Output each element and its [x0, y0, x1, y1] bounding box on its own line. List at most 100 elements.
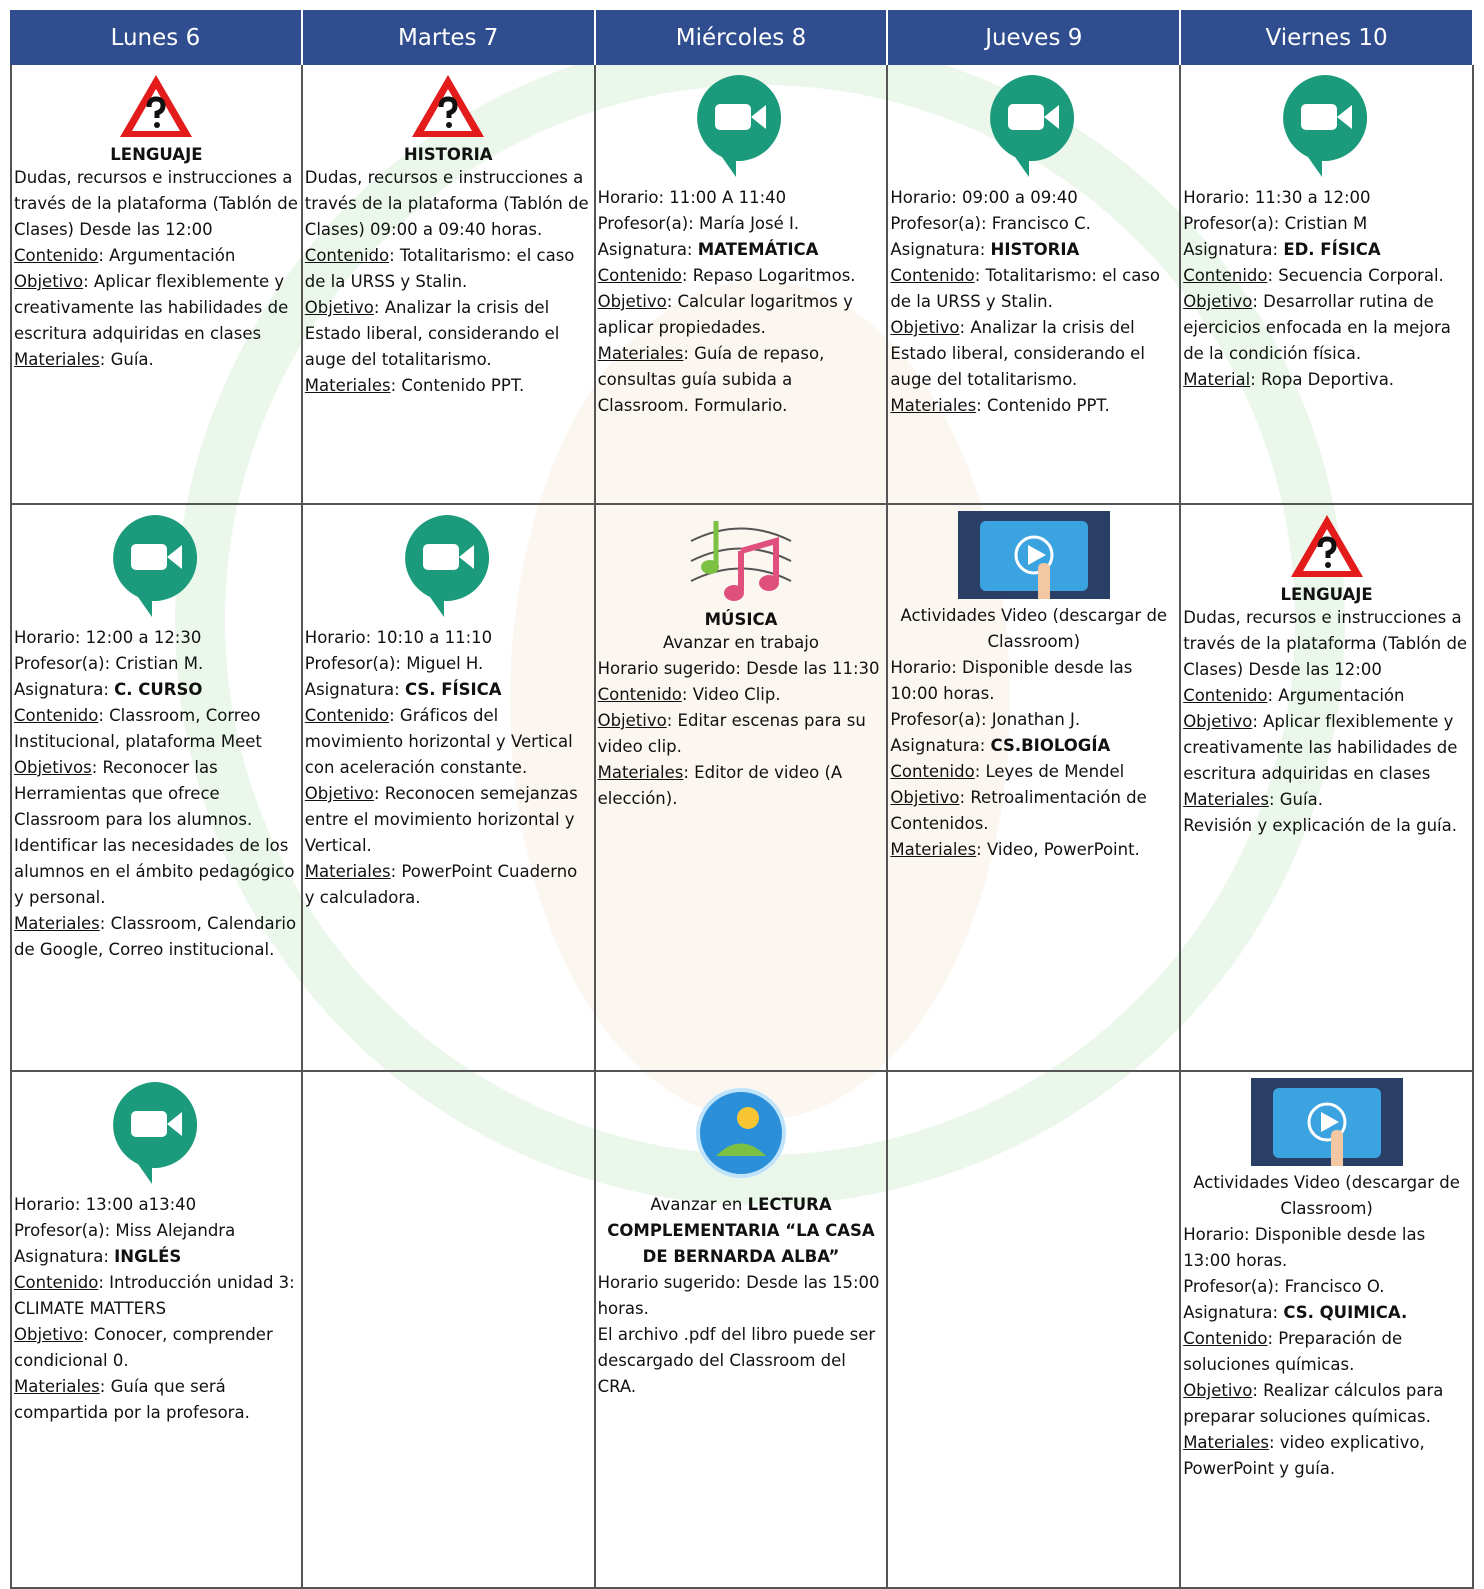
- line: Contenido: Introducción unidad 3: CLIMAT…: [14, 1270, 299, 1322]
- text: : Desarrollar rutina de ejercicios enfoc…: [1183, 292, 1451, 363]
- field-label: Materiales: [597, 344, 684, 363]
- text: : Analizar la crisis del Estado liberal,…: [304, 298, 560, 369]
- line: Asignatura: CS. QUIMICA.: [1183, 1300, 1470, 1326]
- text: : Analizar la crisis del Estado liberal,…: [890, 318, 1145, 389]
- triangle-inner: [424, 89, 473, 131]
- schedule-cell: Horario: 10:10 a 11:10 Profesor(a): Migue…: [302, 505, 596, 1072]
- field-label: Materiales: [304, 862, 391, 881]
- field-label: Objetivo: [304, 298, 374, 317]
- line: Horario: 11:30 a 12:00: [1183, 185, 1470, 211]
- line: Profesor(a): Francisco C.: [890, 211, 1177, 237]
- text: : Totalitarismo: el caso de la URSS y St…: [304, 246, 575, 291]
- line: Horario: 10:10 a 11:10: [305, 625, 592, 651]
- field-label: Objetivo: [14, 272, 84, 291]
- line: Objetivo: Calcular logaritmos y aplicar …: [598, 289, 885, 341]
- line: Objetivo: Realizar cálculos para prepara…: [1183, 1378, 1470, 1430]
- field-label: Contenido: [14, 1273, 99, 1292]
- field-label: Objetivo: [1183, 292, 1253, 311]
- text: : Introducción unidad 3: CLIMATE MATTERS: [14, 1273, 295, 1318]
- line: Asignatura: INGLÉS: [14, 1244, 299, 1270]
- line: Profesor(a): Cristian M.: [14, 651, 299, 677]
- play: [1027, 545, 1046, 565]
- field-label: Objetivo: [890, 788, 960, 807]
- subject: MATEMÁTICA: [697, 240, 819, 259]
- camera-body: [422, 544, 459, 570]
- meet-icon: [697, 75, 782, 177]
- field-label: Materiales: [14, 1377, 100, 1396]
- schedule-cell: Horario: 11:30 a 12:00 Profesor(a): Crist…: [1181, 65, 1474, 505]
- text: Horario: 11:30 a 12:00: [1183, 188, 1371, 207]
- field-label: Objetivo: [1183, 1381, 1253, 1400]
- line: Materiales: Guía.: [1183, 787, 1470, 813]
- text: : video explicativo, PowerPoint y guía.: [1183, 1433, 1425, 1478]
- subject: CS. QUIMICA.: [1283, 1303, 1408, 1322]
- line: Materiales: Classroom, Calendario de Goo…: [14, 911, 299, 963]
- icon: [305, 71, 592, 141]
- field-label: Objetivo: [14, 1325, 84, 1344]
- line: Dudas, recursos e instrucciones a través…: [1183, 605, 1470, 683]
- meet-icon: [1283, 75, 1368, 177]
- text: : Classroom, Calendario de Google, Corre…: [14, 914, 297, 959]
- meet-icon: [990, 75, 1075, 177]
- text: Asignatura:: [890, 240, 991, 259]
- line: Profesor(a): Miss Alejandra: [14, 1218, 299, 1244]
- camera-lens: [1044, 105, 1060, 129]
- hand: [1330, 1130, 1343, 1166]
- question-mark: [1317, 536, 1337, 558]
- column-header: Lunes 6: [10, 10, 303, 65]
- text: Profesor(a): Jonathan J.: [890, 710, 1081, 729]
- line: Asignatura: MATEMÁTICA: [598, 237, 885, 263]
- warning-icon: [120, 75, 193, 137]
- video-icon: [957, 511, 1110, 599]
- line: Contenido: Classroom, Correo Institucion…: [14, 703, 299, 755]
- subject: C. CURSO: [114, 680, 203, 699]
- text: : Conocer, comprender condicional 0.: [14, 1325, 273, 1370]
- text: Asignatura:: [1183, 240, 1284, 259]
- play: [1320, 1112, 1339, 1132]
- text: : Leyes de Mendel: [974, 762, 1125, 781]
- text: Profesor(a): María José I.: [597, 214, 800, 233]
- line: Horario: Disponible desde las 10:00 hora…: [890, 655, 1177, 707]
- icon: [1183, 511, 1470, 581]
- pink-note: [758, 575, 779, 591]
- cell-title: LENGUAJE: [110, 145, 203, 164]
- column-header: Martes 7: [302, 10, 596, 65]
- line: Contenido: Repaso Logaritmos.: [598, 263, 885, 289]
- line: Materiales: Video, PowerPoint.: [890, 837, 1177, 863]
- field-label: Contenido: [597, 266, 682, 285]
- line: Objetivo: Editar escenas para su video c…: [598, 708, 885, 760]
- subject: CS. FÍSICA: [404, 680, 502, 699]
- line: Materiales: video explicativo, PowerPoin…: [1183, 1430, 1470, 1482]
- book: [715, 1143, 766, 1156]
- meet-icon: [113, 515, 197, 617]
- icon: [890, 71, 1177, 181]
- green-note: [700, 560, 719, 574]
- field-label: Contenido: [890, 762, 975, 781]
- line: Asignatura: CS. FÍSICA: [305, 677, 592, 703]
- camera-body: [715, 104, 752, 130]
- question-mark: [146, 96, 166, 118]
- pink-stems: [737, 537, 779, 591]
- text: : Argumentación: [98, 246, 236, 265]
- line: Horario: 12:00 a 12:30: [14, 625, 299, 651]
- text: Avanzar en trabajo: [663, 633, 819, 652]
- text: : Guía.: [99, 350, 154, 369]
- line: Horario sugerido: Desde las 15:00 horas.: [598, 1270, 885, 1322]
- text: Profesor(a): Cristian M: [1183, 214, 1368, 233]
- text: : Guía de repaso, consultas guía subida …: [597, 344, 825, 415]
- text: : Calcular logaritmos y aplicar propieda…: [597, 292, 853, 337]
- pink-note: [723, 585, 744, 601]
- line: El archivo .pdf del libro puede ser desc…: [598, 1322, 885, 1400]
- line: Asignatura: ED. FÍSICA: [1183, 237, 1470, 263]
- text: Asignatura:: [597, 240, 698, 259]
- text: Dudas, recursos e instrucciones a través…: [1183, 608, 1468, 679]
- text: Actividades Video (descargar de Classroo…: [900, 606, 1168, 651]
- text: : Reconocer las Herramientas que ofrece …: [14, 758, 253, 829]
- line: Objetivo: Analizar la crisis del Estado …: [305, 295, 592, 373]
- text: : Reconocen semejanzas entre el movimien…: [304, 784, 578, 855]
- line: Contenido: Gráficos del movimiento horiz…: [305, 703, 592, 781]
- text: Profesor(a): Miss Alejandra: [14, 1221, 236, 1240]
- field-label: Contenido: [304, 706, 390, 725]
